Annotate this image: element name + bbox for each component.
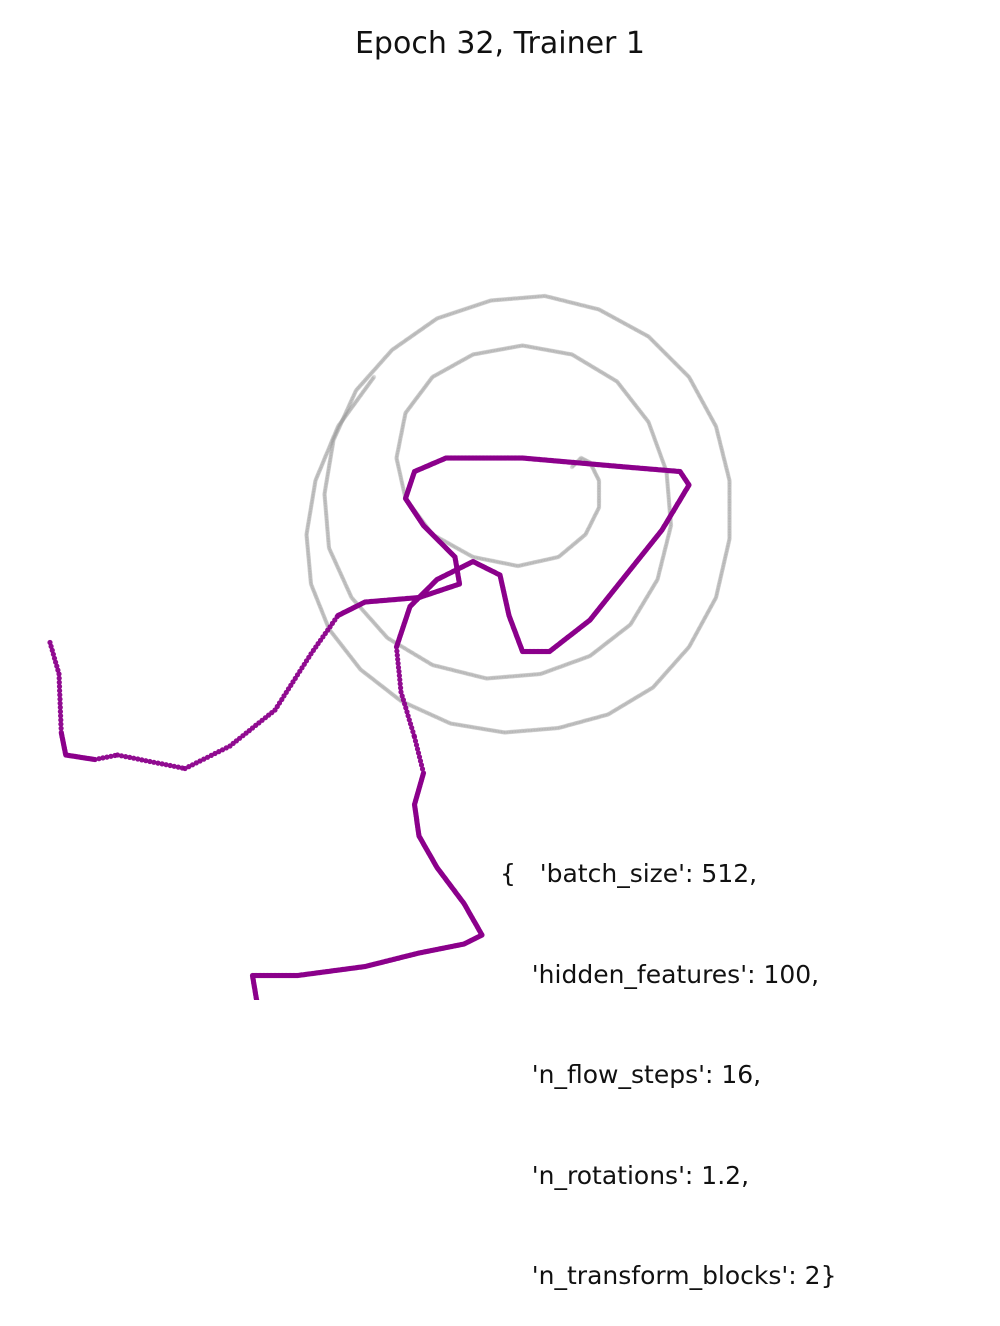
- target-spiral-point-1787: [372, 375, 376, 379]
- annotation-line-n-rotations: 'n_rotations': 1.2,: [500, 1159, 836, 1193]
- annotation-line-n-flow-steps: 'n_flow_steps': 16,: [500, 1058, 836, 1092]
- target-spiral-series: [304, 294, 731, 735]
- annotation-line-n-transform-blocks: 'n_transform_blocks': 2}: [500, 1259, 836, 1293]
- annotation-line-batch-size: { 'batch_size': 512,: [500, 857, 836, 891]
- hyperparameter-annotation: { 'batch_size': 512, 'hidden_features': …: [500, 790, 836, 1326]
- annotation-line-hidden-features: 'hidden_features': 100,: [500, 958, 836, 992]
